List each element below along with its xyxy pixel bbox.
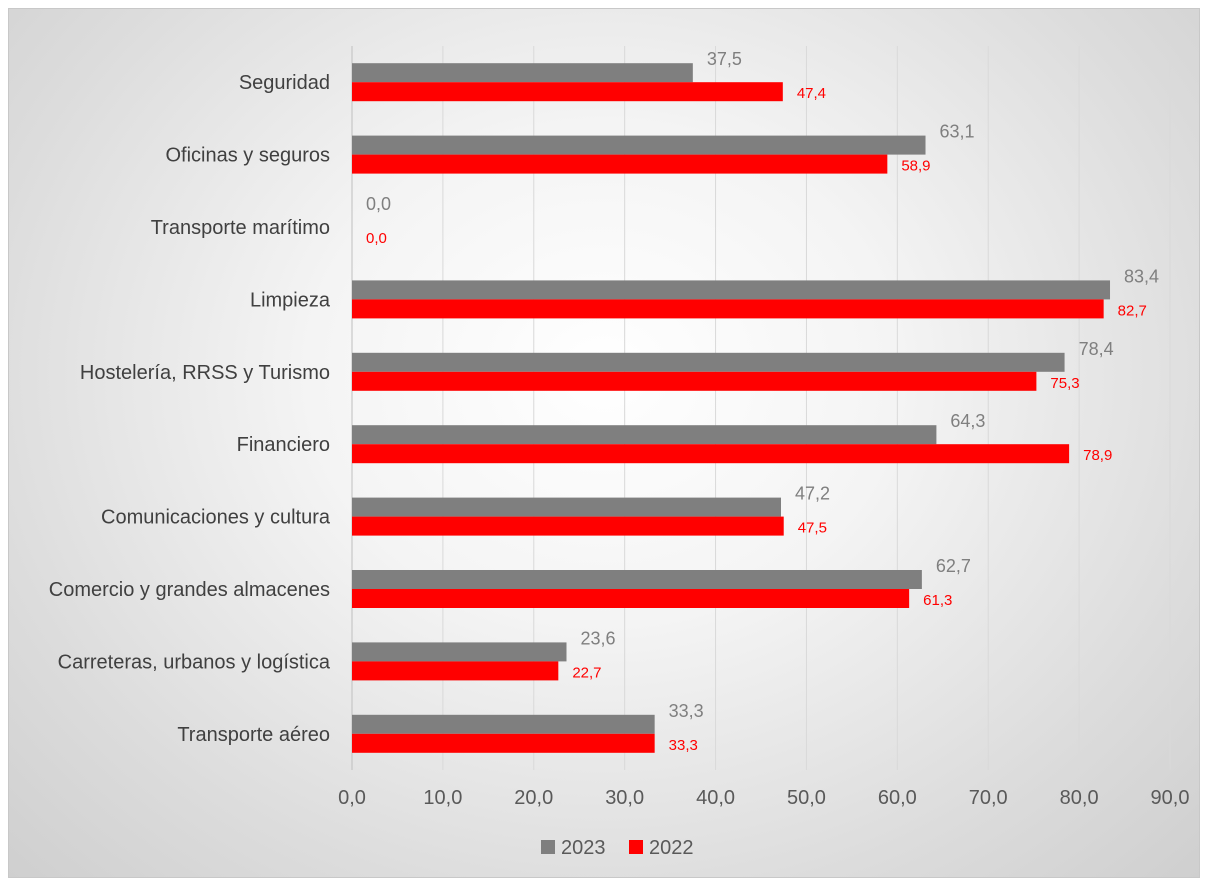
legend-label-2023: 2023 (561, 837, 606, 859)
data-label-2022: 0,0 (366, 230, 387, 247)
category-labels: Seguridad Oficinas y seguros Transporte ma… (49, 72, 331, 746)
category-label: Comunicaciones y cultura (101, 507, 331, 529)
category-label: Carreteras, urbanos y logística (58, 651, 331, 673)
category-label: Transporte aéreo (177, 724, 330, 746)
legend: 2023 2022 (541, 837, 694, 859)
data-label-2023: 78,4 (1079, 339, 1114, 359)
data-label-2022: 22,7 (572, 664, 601, 681)
category-label: Transporte marítimo (151, 217, 330, 239)
bar-2023 (352, 570, 922, 589)
data-label-2023: 64,3 (950, 411, 985, 431)
category-label: Limpieza (250, 289, 331, 311)
data-labels: 37,5 47,4 63,1 58,9 0,0 0,0 83,4 82,7 78,475,3 64… (366, 49, 1159, 754)
bar-2022 (352, 516, 784, 536)
data-label-2022: 82,7 (1118, 302, 1147, 319)
data-label-2022: 33,3 (669, 737, 698, 754)
x-tick-label: 90,0 (1151, 787, 1190, 809)
bar-2023 (352, 714, 655, 734)
x-tick-label: 70,0 (969, 787, 1008, 809)
data-label-2022: 75,3 (1050, 375, 1079, 392)
data-label-2022: 47,4 (797, 85, 826, 102)
bar-2022 (352, 444, 1070, 464)
x-tick-label: 10,0 (423, 787, 462, 809)
bars (352, 63, 1111, 753)
x-tick-labels: 0,0 10,0 20,0 30,0 40,0 50,0 60,0 70,0 80,0 90,0 (338, 787, 1189, 809)
x-tick-label: 20,0 (514, 787, 553, 809)
category-label: Comercio y grandes almacenes (49, 579, 330, 601)
bar-2023 (352, 352, 1065, 372)
category-label: Oficinas y seguros (165, 145, 330, 167)
bar-2023 (352, 425, 937, 445)
x-tick-label: 50,0 (787, 787, 826, 809)
category-label: Financiero (237, 434, 330, 456)
bar-2023 (352, 642, 567, 662)
bar-2022 (352, 82, 783, 102)
x-tick-label: 40,0 (696, 787, 735, 809)
category-label: Seguridad (239, 72, 330, 94)
data-label-2022: 58,9 (901, 158, 930, 175)
bar-2022 (352, 733, 655, 753)
x-tick-label: 60,0 (878, 787, 917, 809)
x-tick-label: 80,0 (1060, 787, 1099, 809)
data-label-2023: 62,7 (936, 556, 971, 576)
legend-swatch-2023 (541, 840, 555, 854)
bar-2023 (352, 280, 1111, 300)
data-label-2023: 33,3 (669, 701, 704, 721)
category-label: Hostelería, RRSS y Turismo (80, 362, 330, 384)
bar-2023 (352, 497, 781, 517)
data-label-2022: 61,3 (923, 592, 952, 609)
bar-2022 (352, 299, 1104, 319)
bar-2023 (352, 135, 926, 155)
bar-2022 (352, 154, 888, 174)
x-tick-label: 0,0 (338, 787, 366, 809)
bar-2022 (352, 661, 559, 681)
data-label-2023: 63,1 (940, 122, 975, 142)
legend-label-2022: 2022 (649, 837, 694, 859)
data-label-2023: 37,5 (707, 49, 742, 69)
x-tick-label: 30,0 (605, 787, 644, 809)
bar-2023 (352, 63, 693, 83)
data-label-2023: 83,4 (1124, 266, 1159, 286)
bar-2022 (352, 589, 910, 608)
data-label-2023: 47,2 (795, 484, 830, 504)
bar-2022 (352, 371, 1037, 391)
legend-swatch-2022 (629, 840, 643, 854)
data-label-2023: 23,6 (580, 628, 615, 648)
data-label-2022: 78,9 (1083, 447, 1112, 464)
data-label-2022: 47,5 (798, 520, 827, 537)
data-label-2023: 0,0 (366, 194, 391, 214)
